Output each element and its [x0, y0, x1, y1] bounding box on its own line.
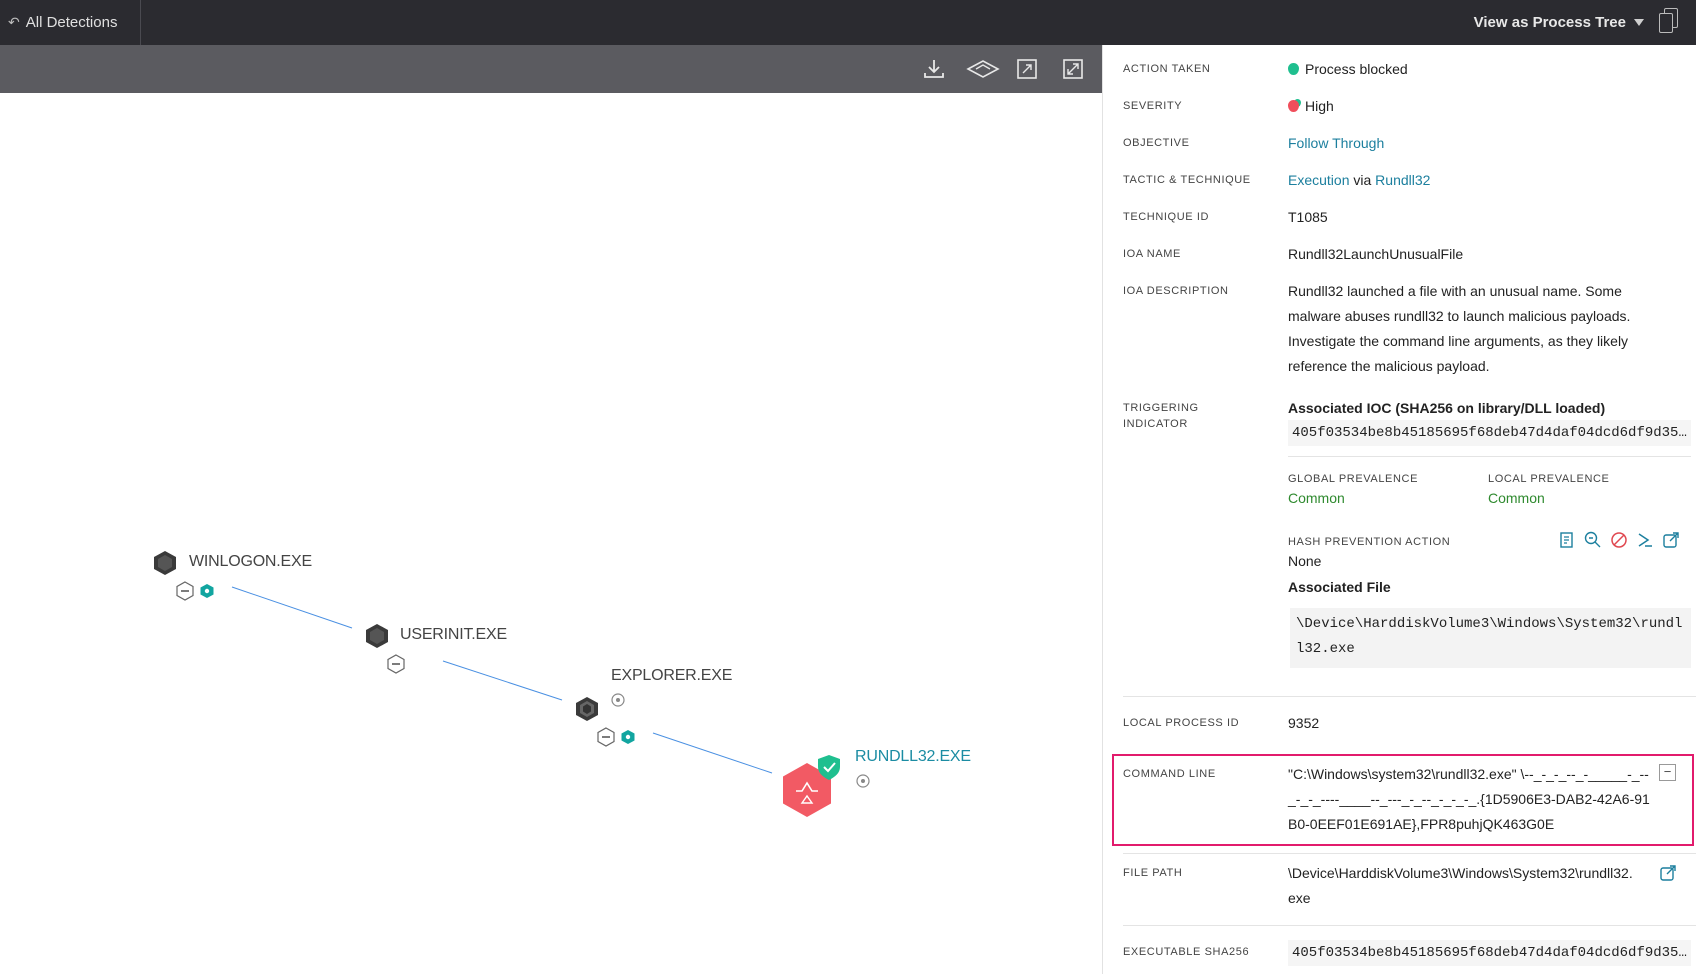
label-local-process-id: LOCAL PROCESS ID — [1123, 717, 1240, 729]
value-local-process-id: 9352 — [1288, 715, 1320, 731]
process-node-userinit[interactable] — [364, 622, 390, 655]
external-link-icon[interactable] — [1658, 863, 1678, 883]
label-global-prevalence: GLOBAL PREVALENCE — [1288, 473, 1419, 485]
value-tactic-technique: Execution via Rundll32 — [1288, 168, 1430, 193]
back-arrow-icon: ↶ — [8, 14, 20, 30]
process-graph[interactable]: WINLOGON.EXE USERINIT.EXE EXPLORER.EXE R… — [0, 93, 1102, 974]
objective-link[interactable]: Follow Through — [1288, 135, 1385, 151]
row-command-line: COMMAND LINE "C:\Windows\system32\rundll… — [1123, 762, 1680, 842]
label-hash-prevention-action: HASH PREVENTION ACTION — [1288, 536, 1451, 548]
tactic-link[interactable]: Execution — [1288, 172, 1350, 188]
value-executable-sha256[interactable]: 405f03534be8b45185695f68deb47d4daf04dcd6… — [1288, 940, 1691, 966]
label-ioa-description: IOA DESCRIPTION — [1123, 285, 1229, 297]
divider — [1123, 696, 1696, 697]
label-triggering-indicator: TRIGGERING INDICATOR — [1123, 402, 1199, 430]
copy-icon[interactable] — [1658, 8, 1682, 36]
detection-details-panel: ACTION TAKEN Process blocked SEVERITY Hi… — [1102, 45, 1696, 974]
associated-file-title: Associated File — [1288, 579, 1391, 595]
shield-icon — [1288, 63, 1299, 75]
view-toggle-label: View as Process Tree — [1473, 14, 1626, 31]
severity-icon — [1288, 100, 1299, 112]
associated-file-path[interactable]: \Device\HarddiskVolume3\Windows\System32… — [1290, 608, 1691, 668]
row-technique-id: TECHNIQUE ID T1085 — [1123, 205, 1680, 231]
all-detections-label: All Detections — [25, 14, 118, 31]
row-objective: OBJECTIVE Follow Through — [1123, 131, 1680, 157]
row-tactic-technique: TACTIC & TECHNIQUE Execution via Rundll3… — [1123, 168, 1680, 194]
row-ioa-name: IOA NAME Rundll32LaunchUnusualFile — [1123, 242, 1680, 268]
top-bar: ↶ All Detections View as Process Tree — [0, 0, 1696, 45]
command-line-highlight — [1112, 754, 1694, 846]
label-ioa-name: IOA NAME — [1123, 248, 1181, 260]
layers-icon[interactable] — [966, 55, 1000, 83]
label-technique-id: TECHNIQUE ID — [1123, 211, 1210, 223]
value-severity: High — [1288, 94, 1334, 119]
collapse-icon[interactable] — [596, 727, 616, 747]
shield-check-icon — [818, 755, 840, 780]
block-icon[interactable] — [1609, 530, 1629, 550]
row-executable-sha256: EXECUTABLE SHA256 405f03534be8b45185695f… — [1123, 940, 1691, 966]
node-label-winlogon[interactable]: WINLOGON.EXE — [189, 553, 312, 570]
divider — [1123, 853, 1696, 854]
label-local-prevalence: LOCAL PREVALENCE — [1488, 473, 1610, 485]
hexagon-icon — [154, 551, 176, 575]
value-ioa-description: Rundll32 launched a file with an unusual… — [1288, 283, 1631, 374]
row-file-path: FILE PATH \Device\HarddiskVolume3\Window… — [1123, 861, 1680, 913]
target-icon — [611, 693, 625, 707]
all-detections-link[interactable]: ↶ All Detections — [0, 0, 141, 45]
row-action-taken: ACTION TAKEN Process blocked — [1123, 57, 1680, 83]
external-link-icon[interactable] — [1661, 530, 1681, 550]
label-tactic-technique: TACTIC & TECHNIQUE — [1123, 174, 1251, 186]
value-file-path: \Device\HarddiskVolume3\Windows\System32… — [1288, 865, 1633, 906]
row-severity: SEVERITY High — [1123, 94, 1680, 120]
download-icon[interactable] — [920, 55, 948, 83]
collapse-icon[interactable] — [386, 654, 406, 674]
collapse-command-line-button[interactable]: − — [1659, 764, 1676, 781]
process-node-explorer[interactable] — [574, 695, 600, 728]
note-icon[interactable] — [1557, 530, 1577, 550]
label-action-taken: ACTION TAKEN — [1123, 63, 1211, 75]
expand-icon[interactable] — [1013, 55, 1041, 83]
value-global-prevalence: Common — [1288, 490, 1345, 506]
process-node-rundll32[interactable] — [780, 761, 834, 824]
value-technique-id: T1085 — [1288, 209, 1328, 225]
ioc-divider — [1288, 456, 1691, 457]
hexagon-icon — [576, 697, 598, 721]
collapse-icon[interactable] — [175, 581, 195, 601]
row-triggering-indicator: TRIGGERING INDICATOR Associated IOC (SHA… — [1123, 396, 1691, 716]
label-file-path: FILE PATH — [1123, 867, 1183, 879]
graph-edges — [231, 586, 773, 774]
value-local-prevalence: Common — [1488, 490, 1545, 506]
value-command-line[interactable]: "C:\Windows\system32\rundll32.exe" \--_-… — [1288, 766, 1650, 832]
node-label-userinit[interactable]: USERINIT.EXE — [400, 626, 507, 643]
target-icon — [856, 774, 870, 788]
view-as-process-tree-dropdown[interactable]: View as Process Tree — [1474, 0, 1644, 45]
network-icon — [200, 584, 214, 598]
value-hash-prevention-action: None — [1288, 553, 1322, 569]
value-ioa-name: Rundll32LaunchUnusualFile — [1288, 246, 1464, 262]
label-severity: SEVERITY — [1123, 100, 1183, 112]
row-local-process-id: LOCAL PROCESS ID 9352 — [1123, 711, 1680, 737]
chevron-down-icon — [1634, 19, 1644, 26]
technique-link[interactable]: Rundll32 — [1375, 172, 1431, 188]
node-label-explorer[interactable]: EXPLORER.EXE — [611, 667, 733, 684]
fit-icon[interactable] — [1059, 55, 1087, 83]
search-icon[interactable] — [1583, 530, 1603, 550]
via-text: via — [1353, 172, 1372, 188]
node-label-rundll32[interactable]: RUNDLL32.EXE — [855, 748, 971, 765]
value-action-taken: Process blocked — [1288, 57, 1408, 82]
blocked-process-icon — [783, 763, 831, 817]
label-command-line: COMMAND LINE — [1123, 768, 1216, 780]
hexagon-icon — [366, 624, 388, 648]
associated-ioc-title: Associated IOC (SHA256 on library/DLL lo… — [1288, 400, 1606, 416]
network-icon — [621, 730, 635, 744]
terminal-icon[interactable] — [1635, 530, 1655, 550]
label-executable-sha256: EXECUTABLE SHA256 — [1123, 946, 1250, 958]
graph-toolbar — [0, 45, 1102, 93]
ioc-hash-value[interactable]: 405f03534be8b45185695f68deb47d4daf04dcd6… — [1288, 420, 1691, 446]
process-node-winlogon[interactable] — [152, 549, 178, 582]
row-ioa-description: IOA DESCRIPTION Rundll32 launched a file… — [1123, 279, 1680, 384]
divider — [1123, 925, 1696, 926]
label-objective: OBJECTIVE — [1123, 137, 1190, 149]
